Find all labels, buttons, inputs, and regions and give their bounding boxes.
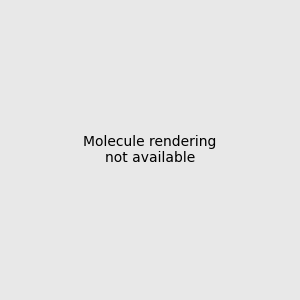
Text: Molecule rendering
not available: Molecule rendering not available xyxy=(83,135,217,165)
